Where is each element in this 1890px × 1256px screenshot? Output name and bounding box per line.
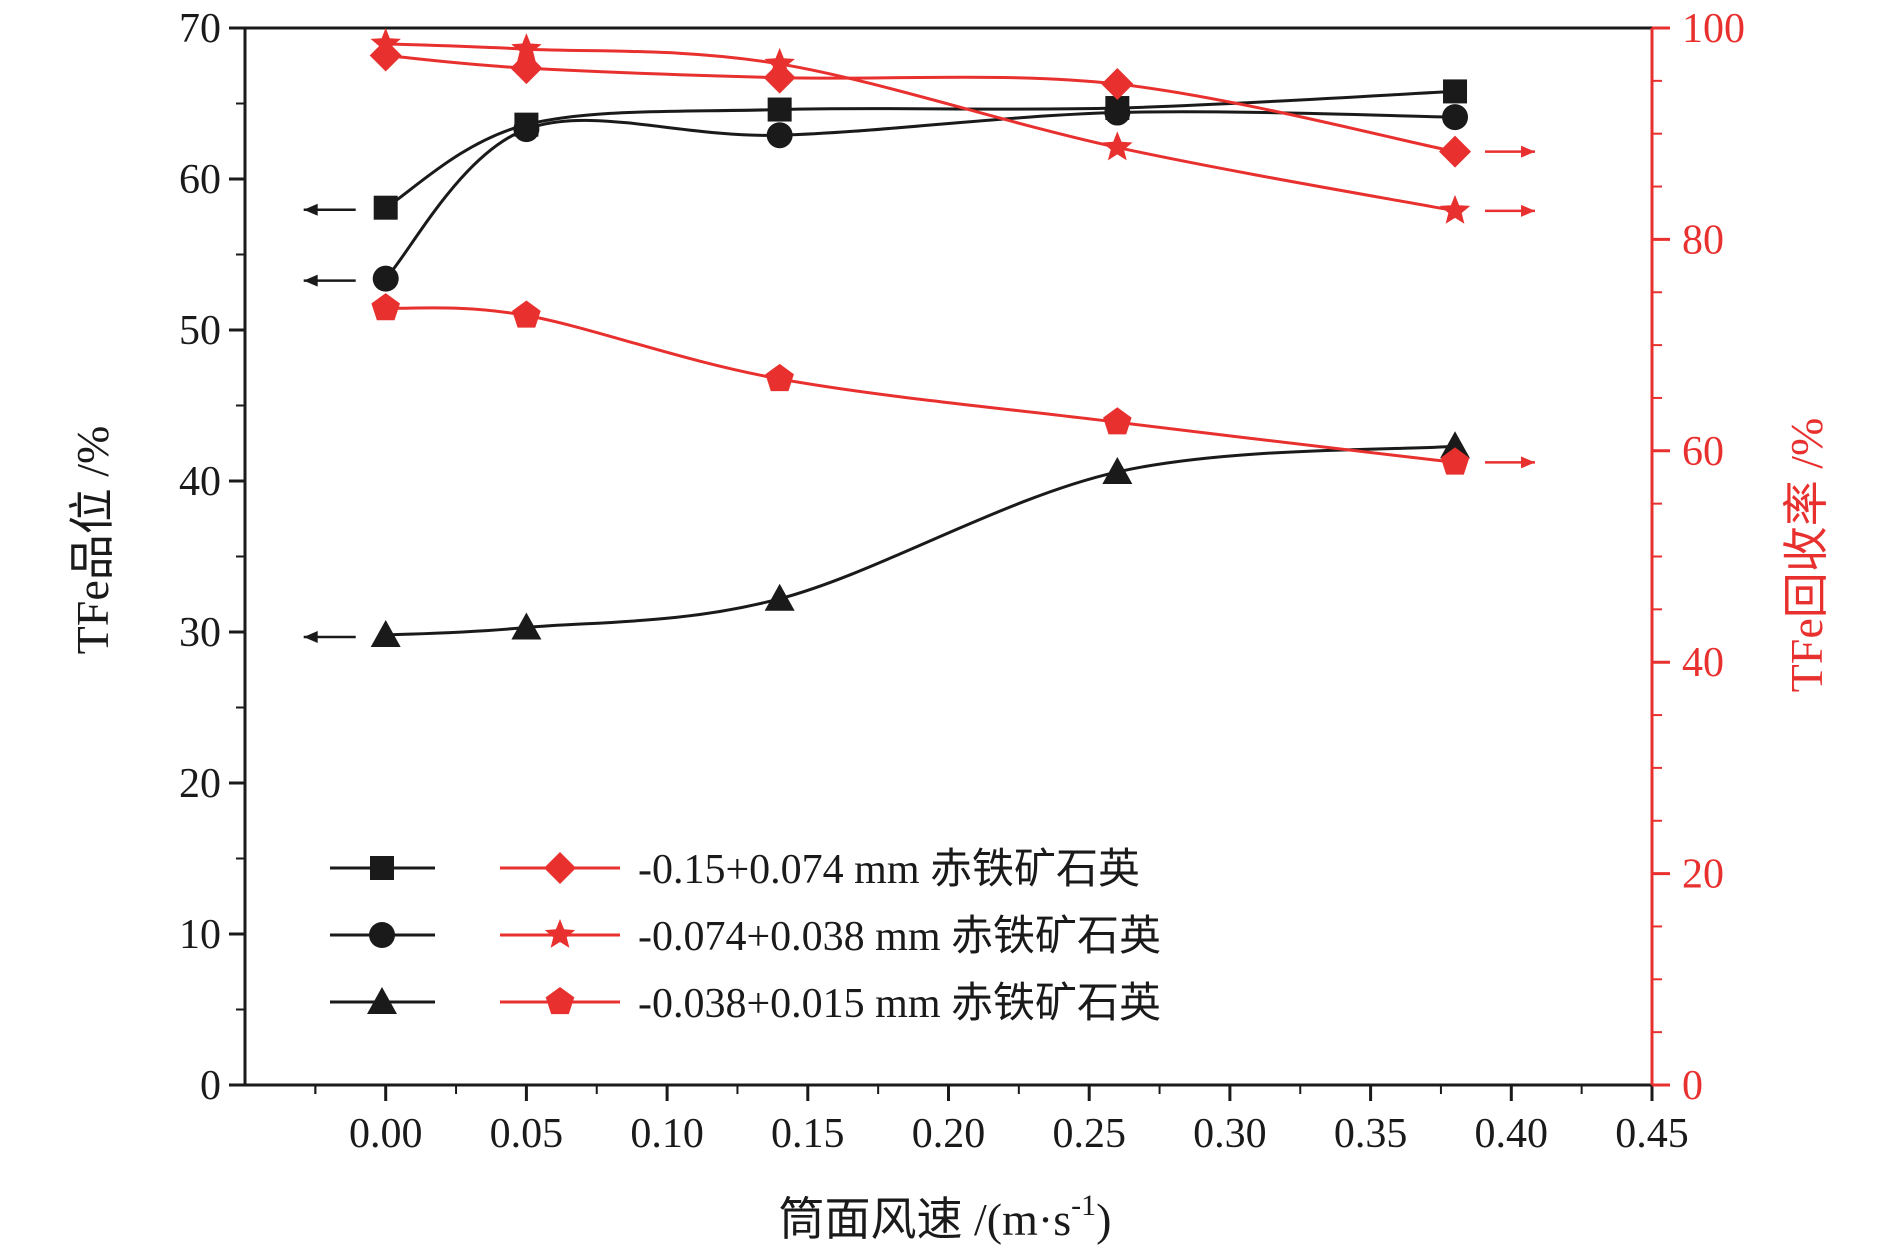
series-line: [385, 42, 1456, 213]
axis-indicator-arrow: [1485, 204, 1536, 217]
axis-indicator-arrow: [303, 203, 356, 216]
x-tick-label: 0.15: [771, 1111, 845, 1157]
x-tick-label: 0.25: [1052, 1111, 1126, 1157]
y-axis-left-title: TFe品位 /%: [67, 426, 118, 655]
data-point: [764, 47, 795, 77]
x-axis-title: 筒面风速 /(m·s-1): [779, 1189, 1112, 1245]
legend-marker: [370, 856, 394, 880]
arrow-head: [1521, 204, 1536, 217]
y-left-tick-label: 30: [179, 610, 221, 656]
data-point: [511, 33, 542, 63]
y-left-tick-label: 20: [179, 761, 221, 807]
y-left-tick-label: 10: [179, 912, 221, 958]
legend-marker: [367, 987, 397, 1014]
series-line: [385, 444, 1456, 637]
data-point: [1443, 79, 1468, 104]
data-point: [1440, 431, 1471, 459]
y-left-tick-label: 0: [200, 1063, 221, 1109]
series-line: [384, 110, 1456, 280]
series-1: [373, 79, 1468, 220]
arrow-head: [303, 274, 318, 287]
series-line: [384, 89, 1456, 209]
data-point: [1102, 131, 1133, 161]
legend-marker: [369, 922, 395, 948]
data-point: [764, 583, 795, 611]
axis-indicator-arrow: [1485, 456, 1536, 469]
legend-marker: [544, 852, 576, 884]
y-right-tick-label: 80: [1682, 217, 1724, 263]
y-right-tick-label: 20: [1682, 852, 1724, 898]
data-point: [1440, 447, 1470, 475]
x-axis-title-close: ): [1096, 1194, 1111, 1245]
data-point: [766, 122, 793, 149]
x-axis-title-main: 筒面风速 /(m·s: [779, 1194, 1072, 1245]
arrow-head: [303, 631, 318, 644]
x-tick-label: 0.10: [630, 1111, 704, 1157]
arrow-head: [1521, 145, 1536, 158]
y-right-tick-label: 40: [1682, 640, 1724, 686]
data-point: [767, 97, 792, 122]
data-point: [1102, 456, 1133, 484]
y-right-tick-label: 60: [1682, 429, 1724, 475]
data-point: [510, 52, 543, 85]
axis-indicator-arrow: [303, 274, 356, 287]
data-point: [1439, 194, 1471, 224]
legend-marker: [544, 919, 576, 948]
y-left-tick-label: 50: [179, 308, 221, 354]
legend-label: -0.038+0.015 mm 赤铁矿石英: [638, 981, 1161, 1027]
y-left-tick-label: 70: [179, 6, 221, 52]
x-tick-label: 0.00: [349, 1111, 423, 1157]
x-tick-label: 0.30: [1193, 1111, 1267, 1157]
x-tick-label: 0.35: [1334, 1111, 1408, 1157]
legend-label: -0.15+0.074 mm 赤铁矿石英: [638, 847, 1140, 893]
legend: -0.15+0.074 mm 赤铁矿石英 -0.074+0.038 mm 赤铁矿石…: [330, 847, 1161, 1027]
data-point: [372, 265, 399, 292]
legend-marker: [545, 987, 575, 1015]
series-line: [385, 53, 1456, 154]
data-point: [370, 27, 401, 57]
arrow-head: [1521, 456, 1536, 469]
data-point: [513, 116, 540, 143]
data-point: [765, 363, 794, 392]
data-point: [369, 39, 402, 72]
x-tick-label: 0.40: [1475, 1111, 1549, 1157]
data-point: [371, 293, 400, 321]
y-axis-right: 0 20 40 60 80 100: [1652, 6, 1745, 1109]
y-right-tick-label: 100: [1682, 6, 1745, 52]
axis-arrows: [303, 145, 1536, 644]
data-point: [370, 620, 401, 648]
data-point: [373, 195, 398, 220]
axis-indicator-arrow: [303, 631, 356, 644]
x-axis: 0.00 0.05 0.10 0.15 0.20 0.25 0.30 0.35 0.40 0.45: [314, 1085, 1689, 1157]
data-point: [511, 612, 542, 640]
data-point: [1442, 104, 1469, 131]
x-tick-label: 0.45: [1615, 1111, 1689, 1157]
data-point: [763, 61, 796, 94]
series-layer: [369, 27, 1472, 648]
y-left-tick-label: 60: [179, 157, 221, 203]
y-left-tick-label: 40: [179, 459, 221, 505]
data-point: [512, 300, 541, 328]
series-3: [370, 431, 1471, 648]
series-5: [370, 27, 1471, 224]
data-point: [1103, 407, 1132, 435]
series-2: [372, 99, 1469, 292]
data-point: [1104, 99, 1131, 126]
x-axis-title-sup: -1: [1071, 1189, 1096, 1222]
y-right-tick-label: 0: [1682, 1063, 1703, 1109]
y-axis-right-title: TFe回收率 /%: [1781, 418, 1832, 693]
data-point: [1101, 68, 1134, 101]
legend-label: -0.074+0.038 mm 赤铁矿石英: [638, 914, 1161, 960]
axis-indicator-arrow: [1485, 145, 1536, 158]
x-tick-label: 0.05: [490, 1111, 564, 1157]
series-line: [385, 306, 1456, 464]
series-6: [371, 293, 1470, 475]
y-axis-left: 0 10 20 30 40 50 60 70: [179, 6, 245, 1109]
x-tick-label: 0.20: [912, 1111, 986, 1157]
arrow-head: [303, 203, 318, 216]
data-point: [1439, 135, 1472, 168]
